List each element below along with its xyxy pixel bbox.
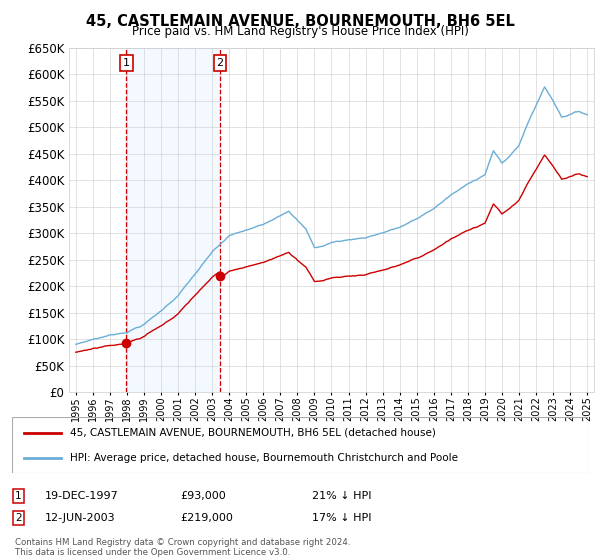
Text: HPI: Average price, detached house, Bournemouth Christchurch and Poole: HPI: Average price, detached house, Bour… bbox=[70, 452, 458, 463]
Text: £93,000: £93,000 bbox=[180, 491, 226, 501]
Text: £219,000: £219,000 bbox=[180, 513, 233, 523]
Text: 19-DEC-1997: 19-DEC-1997 bbox=[45, 491, 119, 501]
Text: Contains HM Land Registry data © Crown copyright and database right 2024.
This d: Contains HM Land Registry data © Crown c… bbox=[15, 538, 350, 557]
Text: 2: 2 bbox=[15, 513, 22, 523]
Text: 1: 1 bbox=[15, 491, 22, 501]
Text: 1: 1 bbox=[123, 58, 130, 68]
Text: Price paid vs. HM Land Registry's House Price Index (HPI): Price paid vs. HM Land Registry's House … bbox=[131, 25, 469, 38]
Text: 45, CASTLEMAIN AVENUE, BOURNEMOUTH, BH6 5EL (detached house): 45, CASTLEMAIN AVENUE, BOURNEMOUTH, BH6 … bbox=[70, 428, 436, 438]
Bar bbox=[127, 48, 220, 392]
Text: 45, CASTLEMAIN AVENUE, BOURNEMOUTH, BH6 5EL: 45, CASTLEMAIN AVENUE, BOURNEMOUTH, BH6 … bbox=[86, 14, 514, 29]
Text: 12-JUN-2003: 12-JUN-2003 bbox=[45, 513, 116, 523]
Text: 17% ↓ HPI: 17% ↓ HPI bbox=[312, 513, 371, 523]
Text: 2: 2 bbox=[216, 58, 223, 68]
Text: 21% ↓ HPI: 21% ↓ HPI bbox=[312, 491, 371, 501]
